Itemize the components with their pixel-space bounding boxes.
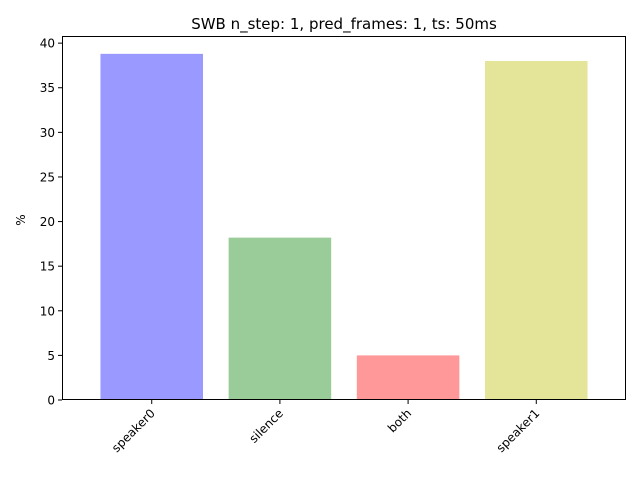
- bar-both: [356, 355, 460, 400]
- y-tick-label: 15: [40, 260, 55, 274]
- plot-frame: [62, 36, 626, 400]
- x-ticks-group: speaker0 silence both speaker1: [109, 400, 542, 455]
- x-tick-label: both: [385, 406, 414, 435]
- x-tick-label: silence: [247, 406, 287, 446]
- y-axis-label: %: [14, 214, 28, 225]
- chart-title: SWB n_step: 1, pred_frames: 1, ts: 50ms: [191, 15, 497, 34]
- y-tick-label: 40: [40, 37, 55, 51]
- y-tick-label: 35: [40, 81, 55, 95]
- y-tick-label: 25: [40, 170, 55, 184]
- bars-group: [100, 53, 588, 400]
- y-tick-label: 5: [47, 349, 55, 363]
- x-tick-label: speaker0: [109, 406, 158, 455]
- y-tick-label: 0: [47, 394, 55, 408]
- y-tick-label: 30: [40, 126, 55, 140]
- bar-speaker0: [100, 53, 203, 400]
- y-ticks-group: 0 5 10 15 20 25 30 35 40: [40, 37, 62, 408]
- y-tick-label: 10: [40, 304, 55, 318]
- bar-speaker1: [485, 60, 588, 400]
- bar-silence: [228, 237, 332, 400]
- x-tick-label: speaker1: [494, 406, 543, 455]
- y-tick-label: 20: [40, 215, 55, 229]
